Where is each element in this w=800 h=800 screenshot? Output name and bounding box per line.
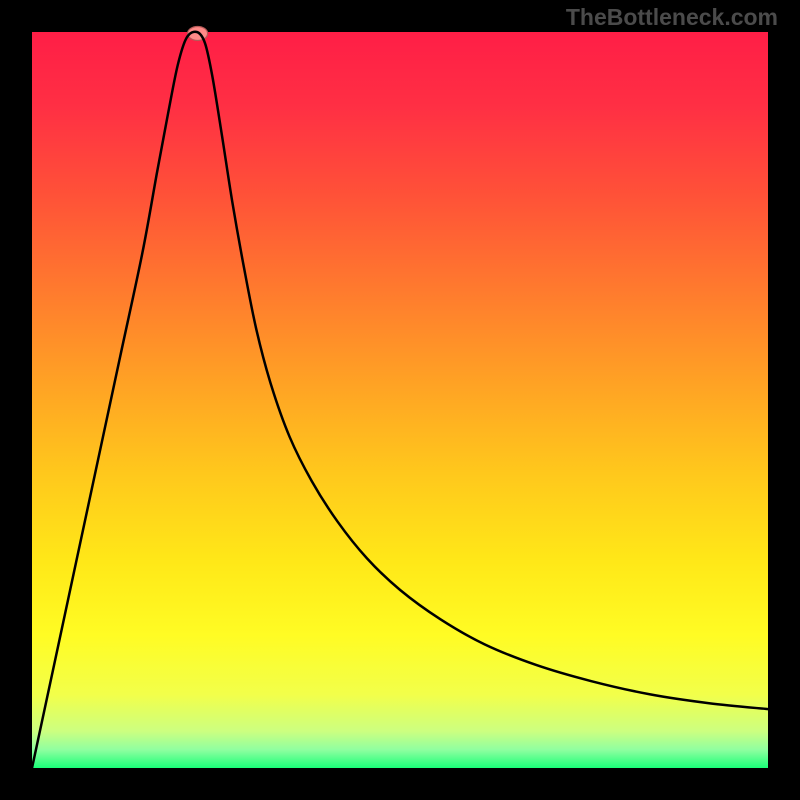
watermark-text: TheBottleneck.com xyxy=(566,4,778,31)
chart-container: { "watermark": { "text": "TheBottleneck.… xyxy=(0,0,800,800)
plot-background xyxy=(32,32,768,768)
chart-svg xyxy=(0,0,800,800)
